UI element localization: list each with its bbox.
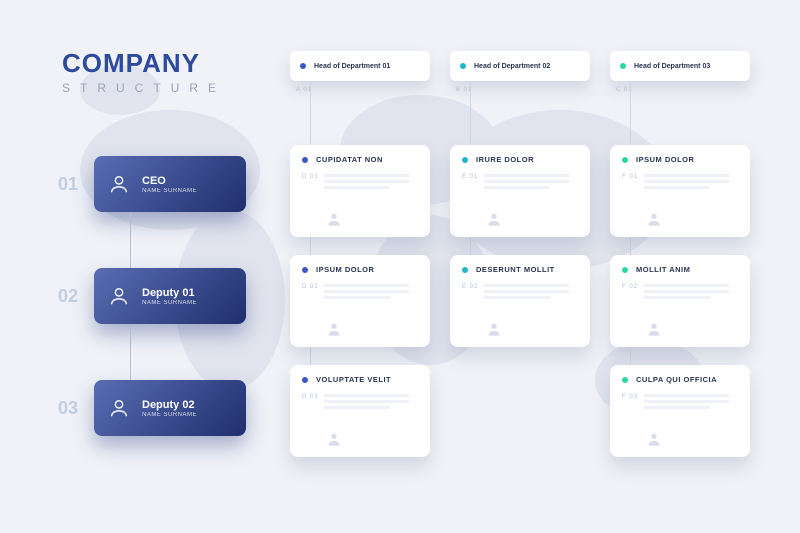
dept-header-label: Head of Department 03 [634, 63, 710, 70]
person-icon [646, 321, 662, 337]
dept-code: F 02 [622, 284, 644, 290]
exec-card-ceo: CEO NAME SURNAME [94, 156, 246, 212]
person-icon [326, 321, 342, 337]
exec-card-deputy1: Deputy 01 NAME SURNAME [94, 268, 246, 324]
dept-code: F 03 [622, 394, 644, 400]
exec-column: 01 CEO NAME SURNAME 02 Deputy 01 NAME SU… [58, 156, 246, 492]
person-icon [108, 285, 130, 307]
dept-code: E 02 [462, 284, 484, 290]
exec-row: 03 Deputy 02 NAME SURNAME [58, 380, 246, 436]
accent-dot [460, 63, 466, 69]
person-icon [486, 211, 502, 227]
person-icon [646, 431, 662, 447]
accent-dot [302, 377, 308, 383]
dept-card: DESERUNT MOLLIT E 02 [450, 255, 590, 347]
dept-title: MOLLIT ANIM [636, 265, 690, 274]
dept-header-card: Head of Department 03 C 01 [610, 51, 750, 81]
accent-dot [622, 377, 628, 383]
accent-dot [300, 63, 306, 69]
title-main: COMPANY [62, 48, 226, 79]
accent-dot [622, 267, 628, 273]
dept-header-row: Head of Department 01 A 01 Head of Depar… [290, 51, 750, 81]
dept-card: IPSUM DOLOR D 02 [290, 255, 430, 347]
dept-card: VOLUPTATE VELIT D 03 [290, 365, 430, 457]
dept-card: IPSUM DOLOR F 01 [610, 145, 750, 237]
person-icon [326, 431, 342, 447]
exec-sub: NAME SURNAME [142, 300, 197, 306]
person-icon [108, 397, 130, 419]
dept-desc-placeholder [324, 174, 418, 192]
dept-desc-placeholder [644, 174, 738, 192]
dept-code: E 01 [462, 174, 484, 180]
dept-title: CULPA QUI OFFICIA [636, 375, 717, 384]
dept-desc-placeholder [324, 284, 418, 302]
dept-card [450, 365, 590, 457]
dept-header-label: Head of Department 01 [314, 63, 390, 70]
dept-title: CUPIDATAT NON [316, 155, 383, 164]
dept-desc-placeholder [644, 284, 738, 302]
person-icon [646, 211, 662, 227]
dept-card: MOLLIT ANIM F 02 [610, 255, 750, 347]
connector-line [130, 212, 131, 268]
dept-desc-placeholder [484, 284, 578, 302]
exec-sub: NAME SURNAME [142, 188, 197, 194]
exec-row: 01 CEO NAME SURNAME [58, 156, 246, 212]
exec-num: 02 [58, 286, 94, 307]
dept-code: D 03 [302, 394, 324, 400]
accent-dot [622, 157, 628, 163]
accent-dot [462, 157, 468, 163]
exec-num: 01 [58, 174, 94, 195]
dept-code: F 01 [622, 174, 644, 180]
exec-card-deputy2: Deputy 02 NAME SURNAME [94, 380, 246, 436]
accent-dot [462, 267, 468, 273]
dept-header-card: Head of Department 02 B 01 [450, 51, 590, 81]
dept-title: IPSUM DOLOR [316, 265, 374, 274]
exec-title: CEO [142, 175, 197, 187]
dept-card: IRURE DOLOR E 01 [450, 145, 590, 237]
dept-code: D 01 [302, 174, 324, 180]
dept-desc-placeholder [484, 174, 578, 192]
connector-line [470, 81, 471, 145]
dept-header-label: Head of Department 02 [474, 63, 550, 70]
page-title: COMPANY STRUCTURE [62, 48, 226, 95]
dept-code: D 02 [302, 284, 324, 290]
connector-line [310, 81, 311, 145]
person-icon [108, 173, 130, 195]
exec-title: Deputy 01 [142, 287, 197, 299]
accent-dot [620, 63, 626, 69]
person-icon [326, 211, 342, 227]
accent-dot [302, 267, 308, 273]
dept-grid: CUPIDATAT NON D 01 IRURE DOLOR E 01 IPSUM DO… [290, 145, 750, 457]
person-icon [486, 321, 502, 337]
dept-desc-placeholder [644, 394, 738, 412]
dept-header-card: Head of Department 01 A 01 [290, 51, 430, 81]
dept-title: IRURE DOLOR [476, 155, 534, 164]
title-sub: STRUCTURE [62, 81, 226, 95]
dept-desc-placeholder [324, 394, 418, 412]
exec-num: 03 [58, 398, 94, 419]
dept-card: CUPIDATAT NON D 01 [290, 145, 430, 237]
dept-title: DESERUNT MOLLIT [476, 265, 555, 274]
dept-card: CULPA QUI OFFICIA F 03 [610, 365, 750, 457]
exec-title: Deputy 02 [142, 399, 197, 411]
connector-line [130, 324, 131, 380]
dept-title: VOLUPTATE VELIT [316, 375, 391, 384]
connector-line [630, 81, 631, 145]
accent-dot [302, 157, 308, 163]
exec-row: 02 Deputy 01 NAME SURNAME [58, 268, 246, 324]
dept-title: IPSUM DOLOR [636, 155, 694, 164]
exec-sub: NAME SURNAME [142, 412, 197, 418]
